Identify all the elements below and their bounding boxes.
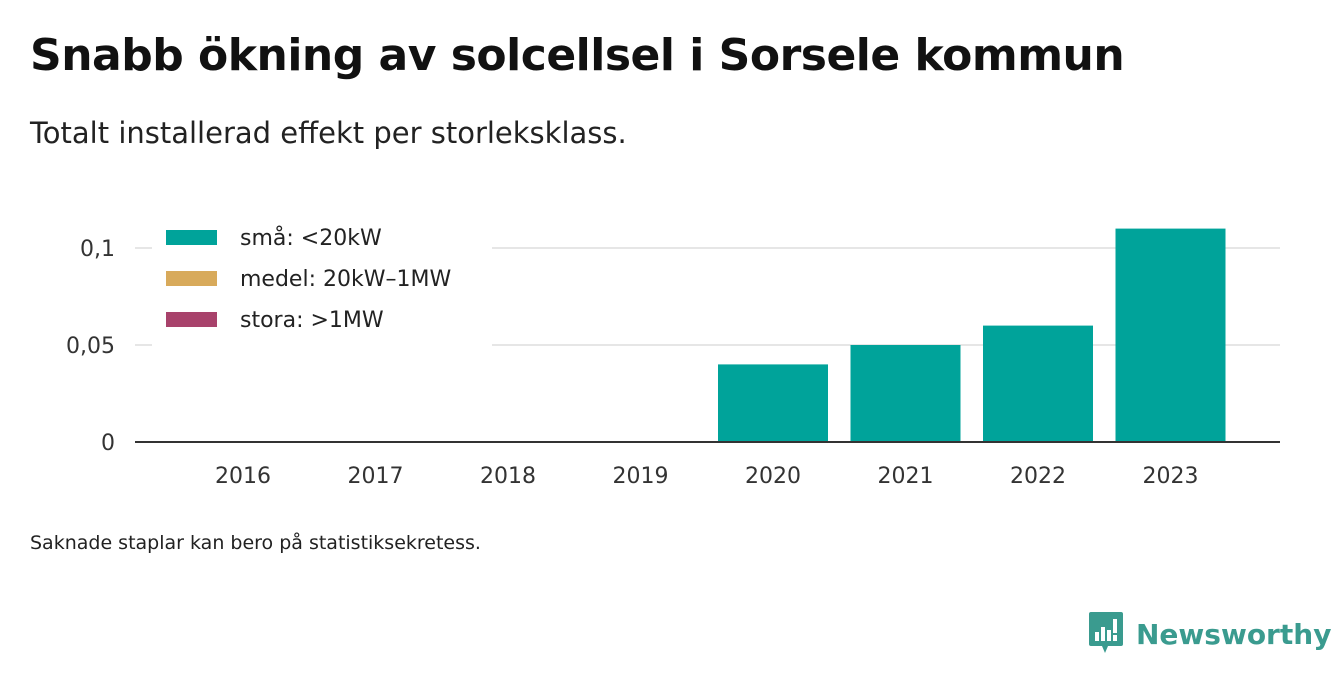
x-tick-label: 2021 bbox=[878, 464, 934, 489]
chart-subtitle: Totalt installerad effekt per storlekskl… bbox=[30, 116, 627, 150]
bar-2023-series-0 bbox=[1115, 228, 1226, 442]
brand-logo: Newsworthy bbox=[1088, 610, 1331, 658]
legend-label: stora: >1MW bbox=[240, 308, 384, 333]
x-tick-label: 2022 bbox=[1010, 464, 1066, 489]
bar-chart: 0 0,05 0,1 2016 2017 2018 2019 2020 2021 2022 202… bbox=[66, 218, 1280, 489]
y-tick-label: 0 bbox=[101, 431, 115, 456]
legend-swatch bbox=[166, 271, 217, 286]
bar-2020-series-0 bbox=[718, 364, 828, 442]
brand-name: Newsworthy bbox=[1136, 617, 1332, 651]
bar-2022-series-0 bbox=[983, 325, 1093, 442]
x-tick-label: 2018 bbox=[480, 464, 536, 489]
x-tick-label: 2017 bbox=[348, 464, 404, 489]
x-axis-ticks: 2016 2017 2018 2019 2020 2021 2022 2023 bbox=[215, 464, 1199, 489]
y-tick-label: 0,1 bbox=[80, 237, 115, 262]
bars bbox=[718, 228, 1226, 442]
x-tick-label: 2020 bbox=[745, 464, 801, 489]
x-tick-label: 2016 bbox=[215, 464, 271, 489]
legend-label: medel: 20kW–1MW bbox=[240, 267, 451, 292]
legend-label: små: <20kW bbox=[240, 225, 382, 251]
bar-chart-speech-bubble-icon bbox=[1088, 610, 1124, 658]
chart-title: Snabb ökning av solcellsel i Sorsele kom… bbox=[30, 30, 1125, 81]
legend-swatch bbox=[166, 230, 217, 245]
x-tick-label: 2023 bbox=[1143, 464, 1199, 489]
x-tick-label: 2019 bbox=[613, 464, 669, 489]
footnote: Saknade staplar kan bero på statistiksek… bbox=[30, 532, 481, 554]
y-axis-ticks: 0 0,05 0,1 bbox=[66, 237, 115, 456]
y-tick-label: 0,05 bbox=[66, 334, 115, 359]
legend-swatch bbox=[166, 312, 217, 327]
legend: små: <20kW medel: 20kW–1MW stora: >1MW bbox=[152, 218, 492, 346]
bar-2021-series-0 bbox=[850, 345, 961, 442]
